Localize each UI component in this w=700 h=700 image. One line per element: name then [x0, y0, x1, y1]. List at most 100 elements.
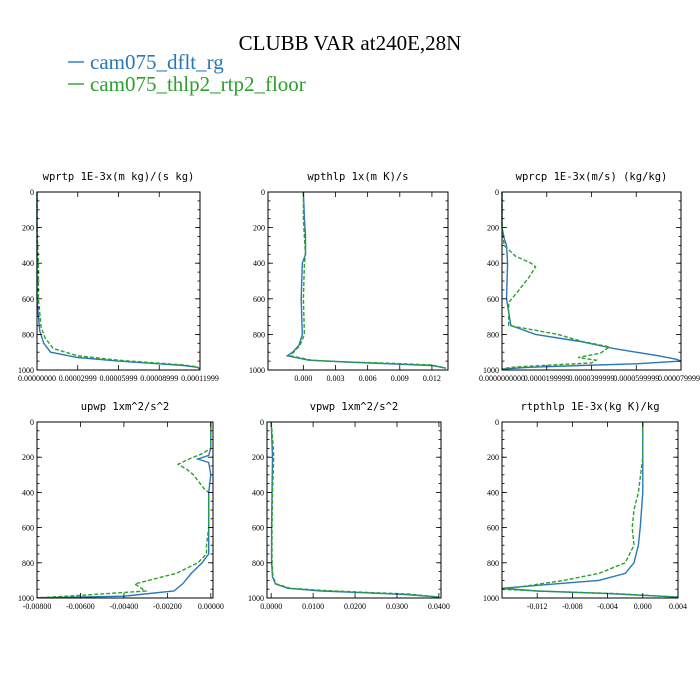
y-tick-label: 0	[30, 188, 34, 197]
y-tick-label: 600	[22, 524, 34, 533]
x-tick-label: 0.00002999	[59, 374, 97, 383]
y-tick-label: 1000	[18, 594, 34, 603]
x-tick-label: 0.009	[391, 374, 409, 383]
figure-title: CLUBB VAR at240E,28N	[239, 31, 462, 55]
series-line-dflt	[501, 422, 679, 598]
y-tick-label: 800	[22, 559, 34, 568]
y-tick-label: 600	[487, 295, 499, 304]
x-tick-label: -0.00800	[23, 602, 52, 611]
x-tick-label: 0.0100	[302, 602, 324, 611]
x-tick-label: 0.0300	[386, 602, 408, 611]
panels: wprtp 1E-3x(m kg)/(s kg) 0 200 400 600 800 100…	[18, 171, 700, 611]
x-tick-label: -0.004	[597, 602, 618, 611]
panel-title: vpwp 1xm^2/s^2	[310, 401, 399, 413]
x-tick-label: 0.0200	[344, 602, 366, 611]
x-tick-label: 0.0000000000	[479, 374, 525, 383]
panel-4: upwp 1xm^2/s^2 0 200 400 600 800 1000-0.00800 -…	[18, 401, 224, 611]
series-line-dflt	[36, 422, 212, 599]
series-line-dflt	[501, 192, 682, 370]
x-tick-label: -0.00200	[153, 602, 182, 611]
panel-6: rtpthlp 1E-3x(kg K)/kg 0 200 400 600 800 1000 -…	[483, 401, 687, 611]
x-tick-label: 0.000	[634, 602, 652, 611]
series-line-floor	[270, 421, 439, 598]
x-tick-label: 0.0000399999	[569, 374, 615, 383]
x-tick-label: 0.00011999	[181, 374, 219, 383]
plot-frame	[36, 191, 201, 371]
panel-1: wprtp 1E-3x(m kg)/(s kg) 0 200 400 600 800 100…	[18, 171, 219, 383]
y-tick-label: 200	[22, 224, 34, 233]
y-tick-label: 0	[495, 188, 499, 197]
y-tick-label: 600	[253, 295, 265, 304]
y-tick-label: 400	[487, 259, 499, 268]
y-tick-label: 400	[253, 259, 265, 268]
y-tick-label: 400	[252, 488, 264, 497]
x-tick-label: -0.008	[562, 602, 583, 611]
x-tick-label: 0.0000	[260, 602, 282, 611]
y-tick-label: 0	[260, 418, 264, 427]
panel-title: rtpthlp 1E-3x(kg K)/kg	[520, 401, 659, 413]
y-tick-label: 400	[22, 259, 34, 268]
panel-2: wpthlp 1x(m K)/s 0 200 400 600 800 1000 0.000 0.…	[249, 171, 449, 383]
x-tick-label: 0.0400	[428, 602, 450, 611]
y-tick-label: 1000	[248, 594, 264, 603]
y-tick-label: 200	[253, 224, 265, 233]
series-line-floor	[289, 192, 447, 369]
x-tick-label: 0.012	[423, 374, 441, 383]
x-tick-label: -0.00600	[66, 602, 95, 611]
y-tick-label: 0	[30, 418, 34, 427]
y-tick-label: 400	[487, 488, 499, 497]
y-tick-label: 600	[487, 524, 499, 533]
x-tick-label: 0.0000199999	[524, 374, 570, 383]
x-tick-label: 0.00000	[198, 602, 224, 611]
series-line-dflt	[36, 192, 201, 370]
plot-frame	[266, 421, 442, 599]
y-tick-label: 1000	[249, 366, 265, 375]
series-line-floor	[36, 192, 201, 370]
y-tick-label: 0	[495, 418, 499, 427]
y-tick-label: 200	[487, 453, 499, 462]
y-tick-label: 800	[253, 330, 265, 339]
series-line-floor	[36, 422, 212, 599]
x-tick-label: 0.004	[669, 602, 687, 611]
plot-frame	[267, 191, 449, 371]
panel-3: wprcp 1E-3x(m/s) (kg/kg) 0 200 400 600 800 100…	[479, 171, 700, 383]
x-tick-label: 0.0000799998	[658, 374, 700, 383]
y-tick-label: 1000	[18, 366, 34, 375]
panel-title: upwp 1xm^2/s^2	[81, 401, 170, 413]
panel-title: wprtp 1E-3x(m kg)/(s kg)	[43, 171, 195, 183]
series-line-dflt	[270, 421, 439, 598]
y-tick-label: 1000	[483, 594, 499, 603]
x-tick-label: 0.000	[294, 374, 312, 383]
y-tick-label: 200	[487, 224, 499, 233]
panel-title: wpthlp 1x(m K)/s	[307, 171, 408, 183]
x-tick-label: 0.00005999	[100, 374, 138, 383]
y-tick-label: 200	[252, 453, 264, 462]
x-tick-label: -0.012	[527, 602, 548, 611]
x-tick-label: 0.0000599999	[613, 374, 659, 383]
y-tick-label: 1000	[483, 366, 499, 375]
y-tick-label: 600	[22, 295, 34, 304]
legend: cam075_dflt_rg cam075_thlp2_rtp2_floor	[68, 50, 306, 96]
y-tick-label: 800	[22, 330, 34, 339]
series-line-dflt	[285, 191, 447, 369]
x-tick-label: -0.00400	[110, 602, 139, 611]
series-line-floor	[501, 192, 612, 370]
plot-frame	[501, 421, 679, 599]
x-tick-label: 0.003	[327, 374, 345, 383]
y-tick-label: 400	[22, 488, 34, 497]
y-tick-label: 800	[487, 559, 499, 568]
panel-title: wprcp 1E-3x(m/s) (kg/kg)	[516, 171, 668, 183]
y-tick-label: 0	[261, 188, 265, 197]
y-tick-label: 800	[487, 330, 499, 339]
y-tick-label: 800	[252, 559, 264, 568]
series-line-floor	[501, 422, 679, 598]
plot-frame	[36, 421, 214, 599]
x-tick-label: 0.00008999	[140, 374, 178, 383]
y-tick-label: 600	[252, 524, 264, 533]
x-tick-label: 0.006	[359, 374, 377, 383]
legend-label-floor: cam075_thlp2_rtp2_floor	[90, 72, 306, 96]
x-tick-label: 0.00000000	[18, 374, 56, 383]
y-tick-label: 200	[22, 453, 34, 462]
